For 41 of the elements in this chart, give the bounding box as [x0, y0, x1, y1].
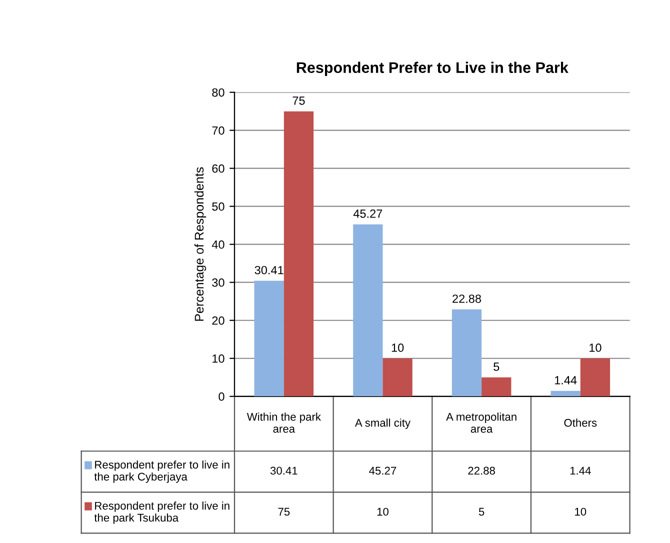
y-tick-label: 70	[212, 126, 224, 135]
x-tick-label: A metropolitan area	[446, 412, 516, 433]
annotation: 30.41	[254, 266, 284, 274]
bar	[382, 358, 412, 396]
bar	[254, 280, 284, 396]
annotation: 10	[392, 344, 404, 352]
annotation: 75	[292, 96, 305, 105]
data-label: 10	[377, 508, 388, 516]
bar	[353, 224, 383, 396]
data-label: 5	[478, 508, 484, 516]
y-axis-title: Percentage of Respondents	[194, 167, 206, 321]
y-tick-label: 40	[212, 240, 224, 249]
annotation: 22.88	[452, 294, 481, 303]
annotation: 45.27	[353, 209, 382, 218]
annotation: 10	[590, 344, 602, 352]
y-tick-label: 20	[212, 316, 224, 325]
y-tick-label: 50	[212, 202, 224, 211]
annotation: 5	[494, 362, 500, 371]
bar	[550, 390, 580, 396]
data-label: 75	[278, 508, 290, 516]
y-tick-label: 80	[212, 88, 224, 97]
x-tick-label: Within the park area	[246, 412, 321, 433]
data-label: 1.44	[570, 466, 591, 475]
bar	[452, 309, 482, 396]
x-tick-label: A small city	[354, 418, 410, 429]
chart-title: Respondent Prefer to Live in the Park	[296, 62, 568, 76]
data-label: 45.27	[369, 466, 396, 475]
data-label: 10	[575, 508, 586, 516]
y-tick-label: 10	[212, 354, 224, 363]
y-tick-label: 0	[218, 392, 224, 401]
legend-label: Respondent prefer to live in the park Tsukuba	[94, 502, 230, 524]
legend-label: Respondent prefer to live in the park Cyberjaya	[94, 460, 230, 483]
bar	[284, 111, 314, 396]
y-tick-label: 30	[212, 278, 224, 287]
bar	[580, 358, 610, 396]
annotation: 1.44	[554, 376, 577, 384]
y-tick-label: 60	[212, 164, 224, 173]
data-label: 30.41	[270, 466, 298, 475]
data-label: 22.88	[468, 466, 495, 475]
x-tick-label: Others	[564, 418, 597, 427]
bar	[482, 377, 512, 396]
